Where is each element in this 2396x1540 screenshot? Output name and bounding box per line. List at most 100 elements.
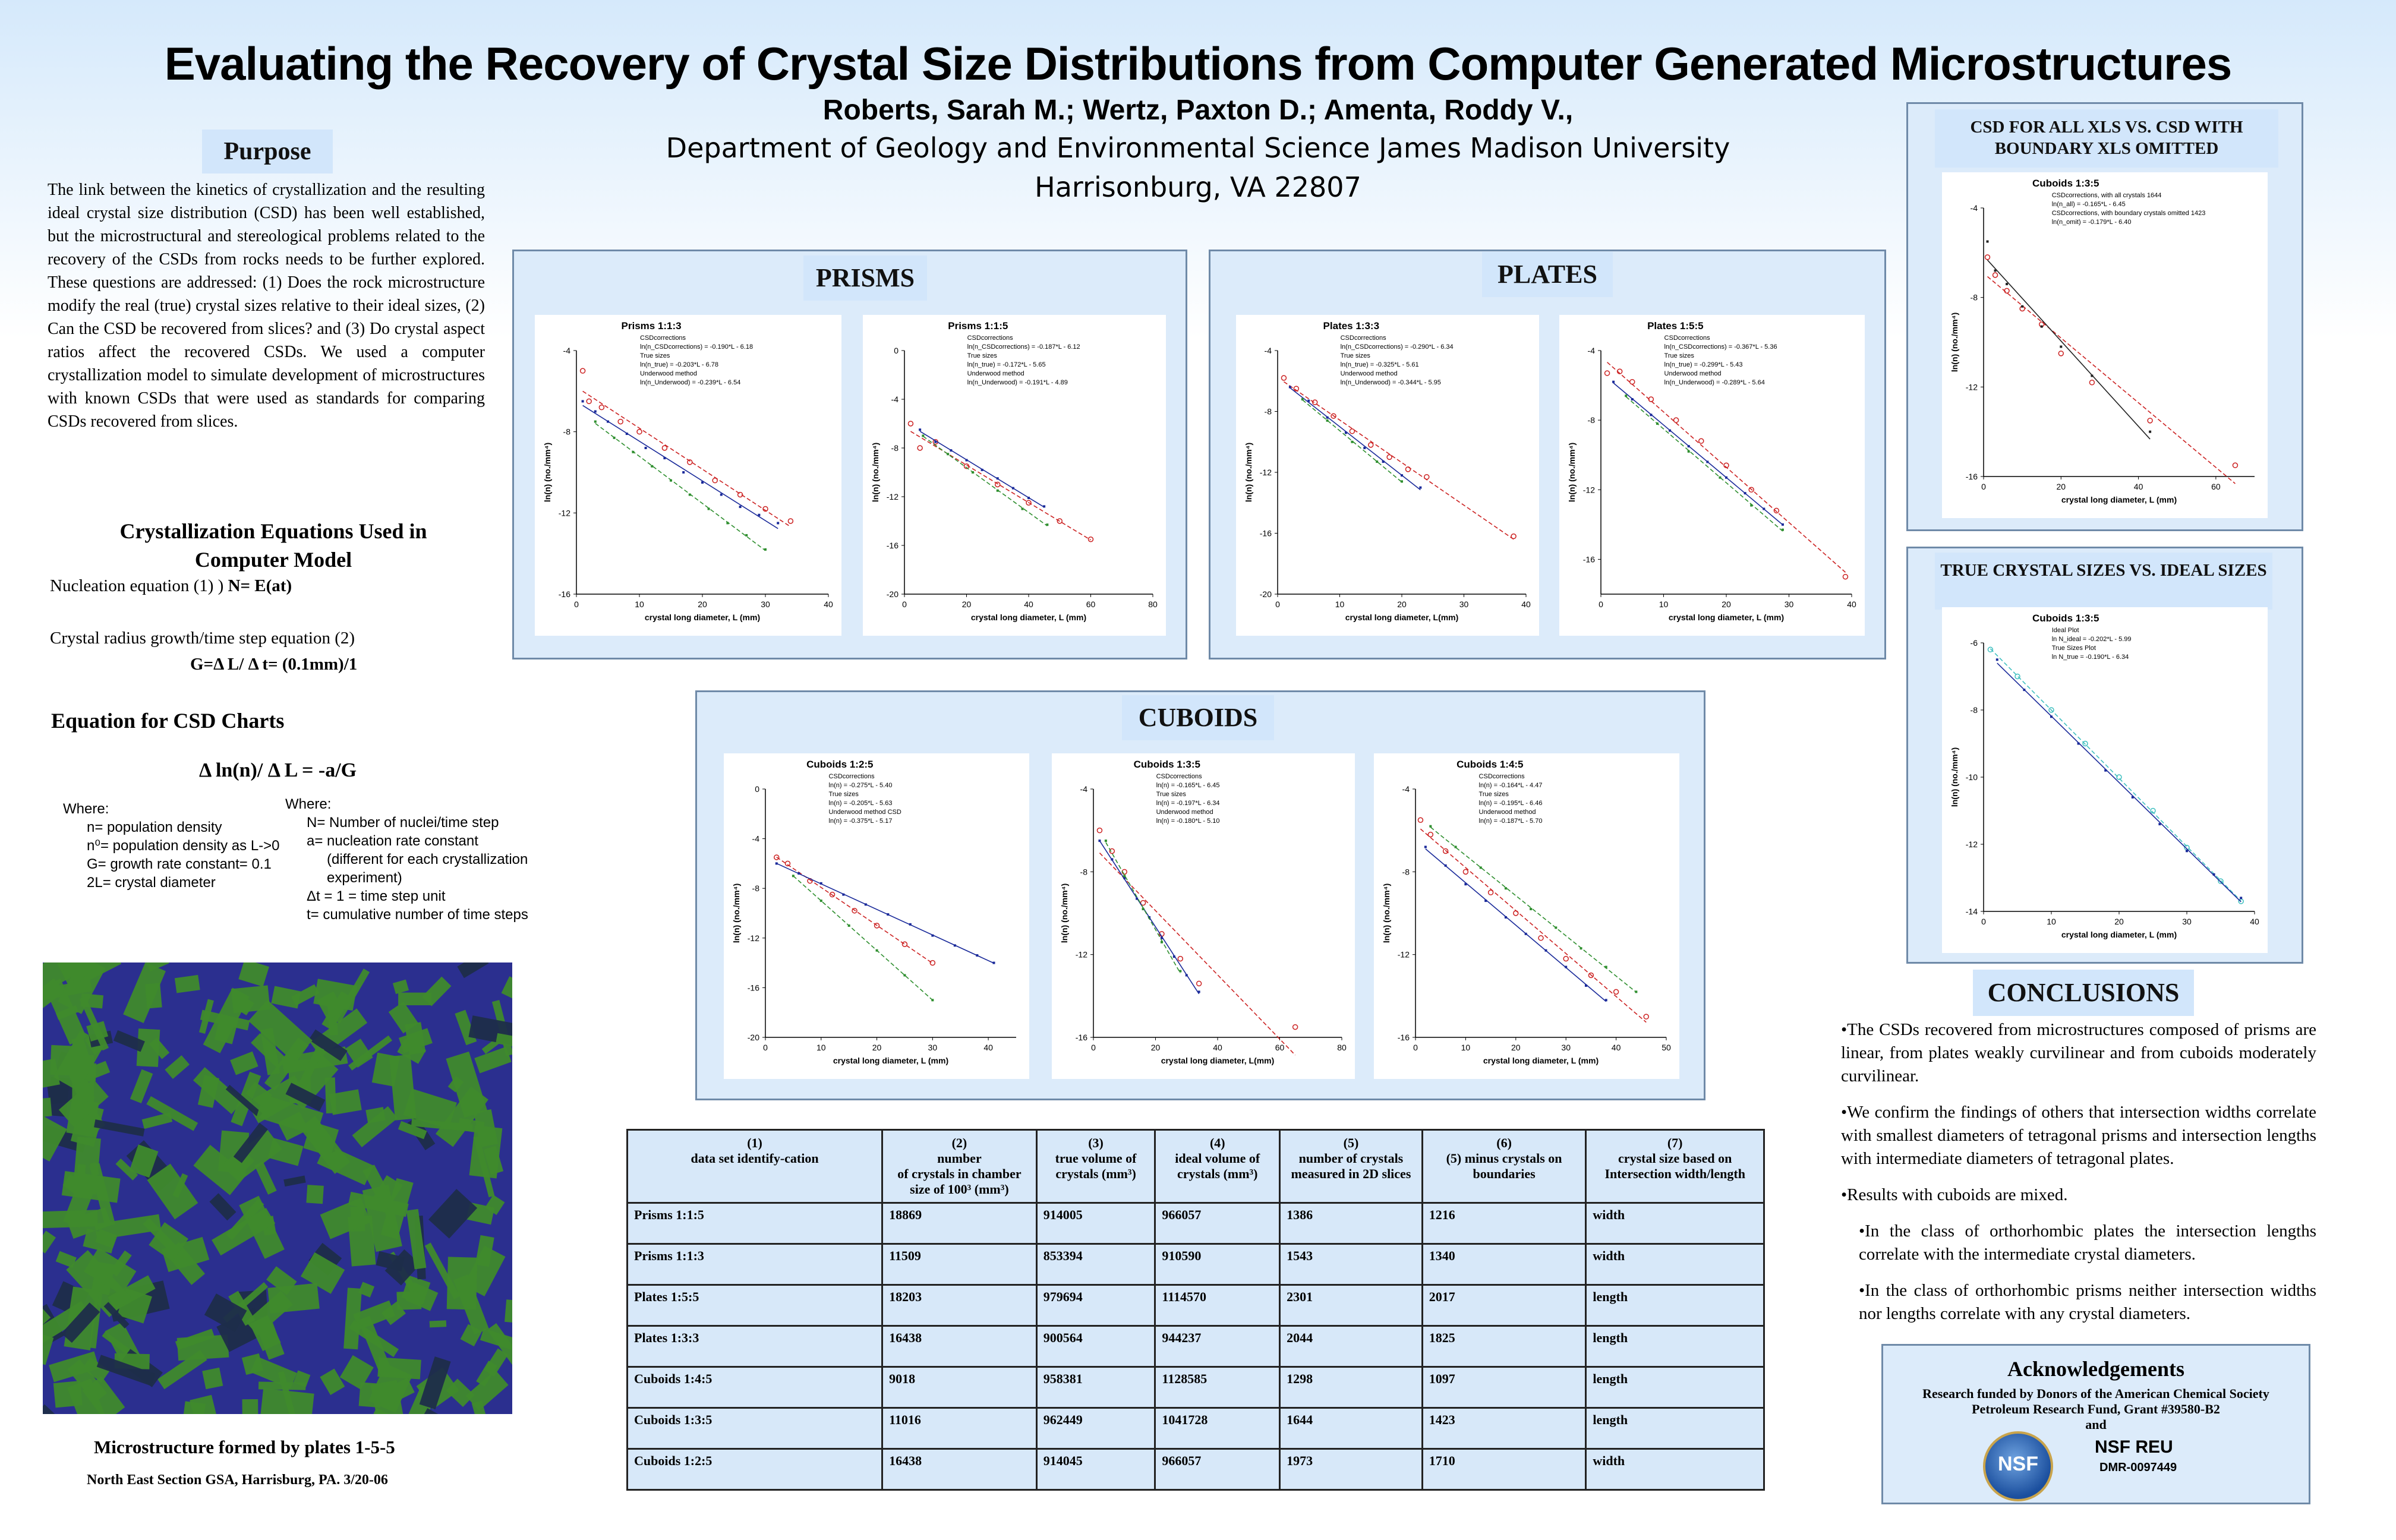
data-point bbox=[1177, 955, 1184, 962]
data-point bbox=[931, 999, 934, 1002]
nucleation-eq: N= E(at) bbox=[228, 576, 292, 595]
nsf-logo-text: NSF bbox=[1998, 1453, 2038, 1475]
y-tick-label: -8 bbox=[891, 443, 899, 453]
nucleation-equation: Nucleation equation (1) ) N= E(at) bbox=[50, 576, 292, 596]
crystal-grain bbox=[103, 1302, 130, 1329]
data-point bbox=[875, 949, 878, 952]
table-cell: 1041728 bbox=[1154, 1407, 1281, 1450]
data-point bbox=[1307, 399, 1310, 402]
data-point bbox=[1748, 487, 1754, 493]
y-axis-label: ln(n) (no./mm⁴) bbox=[1244, 443, 1253, 502]
crystal-grain bbox=[446, 1257, 478, 1310]
crystal-grain bbox=[204, 1293, 247, 1332]
x-tick-label: 10 bbox=[635, 599, 644, 609]
data-point bbox=[1511, 533, 1517, 539]
data-point bbox=[1984, 254, 1991, 260]
microstructure-svg bbox=[43, 962, 512, 1414]
data-point bbox=[1104, 840, 1107, 842]
y-axis-label: ln(n) (no./mm⁴) bbox=[871, 443, 880, 502]
legend-entry: ln(n) = -0.195*L - 6.46 bbox=[1479, 800, 1543, 807]
data-point bbox=[1992, 272, 1998, 278]
conclusions-heading: CONCLUSIONS bbox=[1973, 970, 2194, 1016]
crystal-grain bbox=[267, 1138, 304, 1166]
data-point bbox=[581, 400, 584, 403]
y-tick-label: -12 bbox=[887, 492, 898, 501]
data-point bbox=[1464, 883, 1467, 886]
trend-line bbox=[776, 863, 994, 964]
data-point bbox=[1312, 399, 1318, 405]
where-right-title: Where: bbox=[285, 796, 332, 812]
crystal-grain bbox=[67, 1378, 112, 1414]
crystal-grain bbox=[72, 1079, 95, 1104]
where-right-item: experiment) bbox=[327, 870, 402, 886]
where-left-item: n⁰= population density as L->0 bbox=[87, 838, 280, 854]
data-point bbox=[1524, 932, 1527, 935]
data-point bbox=[1363, 447, 1366, 449]
data-point bbox=[1136, 897, 1139, 900]
data-point bbox=[1750, 504, 1753, 507]
data-point bbox=[1462, 869, 1469, 875]
table-cell: 853394 bbox=[1035, 1243, 1156, 1286]
legend-entry: ln(n_true) = -0.203*L - 6.78 bbox=[640, 361, 718, 368]
crystal-grain bbox=[419, 1356, 451, 1410]
crystal-grain bbox=[144, 983, 162, 1009]
data-point bbox=[1673, 417, 1679, 423]
crystal-grain bbox=[43, 1230, 56, 1254]
legend-entry: ln(n_all) = -0.165*L - 6.45 bbox=[2052, 201, 2126, 208]
microstructure-image bbox=[43, 962, 512, 1414]
table-row: Plates 1:5:5 18203 979694 1114570 2301 2017 le… bbox=[626, 1284, 1765, 1327]
data-point bbox=[594, 410, 597, 413]
data-point bbox=[1513, 910, 1519, 916]
y-tick-label: -4 bbox=[1080, 784, 1088, 794]
x-tick-label: 40 bbox=[824, 599, 833, 609]
x-tick-label: 50 bbox=[1662, 1043, 1671, 1052]
crystal-grain bbox=[115, 1158, 138, 1181]
crystal-grain bbox=[43, 1097, 52, 1118]
crystal-grain bbox=[339, 1355, 374, 1390]
crystal-grain bbox=[59, 962, 92, 984]
conclusion-item: •In the class of orthorhombic prisms nei… bbox=[1859, 1281, 2316, 1323]
trend-line bbox=[1420, 828, 1647, 1023]
x-tick-label: 10 bbox=[2047, 917, 2056, 926]
data-point bbox=[1530, 908, 1533, 911]
microstructure-caption: Microstructure formed by plates 1-5-5 bbox=[94, 1437, 395, 1457]
crystal-grain bbox=[422, 976, 452, 1006]
allxls-heading: CSD FOR ALL XLS VS. CSD WITH BOUNDARY XL… bbox=[1935, 109, 2278, 168]
equations-heading: Crystallization Equations Used in Comput… bbox=[119, 519, 427, 572]
crystal-grain bbox=[271, 986, 301, 1009]
data-point bbox=[981, 468, 983, 471]
table-cell: 11509 bbox=[881, 1243, 1038, 1286]
data-point bbox=[1588, 972, 1594, 979]
data-point bbox=[819, 882, 822, 885]
crystal-grain bbox=[147, 1163, 198, 1220]
data-point bbox=[1487, 889, 1494, 895]
x-tick-label: 0 bbox=[1981, 482, 1986, 491]
crystal-grain bbox=[157, 1350, 207, 1390]
crystal-grain bbox=[43, 1210, 98, 1229]
where-left-title: Where: bbox=[63, 801, 109, 817]
legend-entry: CSDcorrections bbox=[1479, 773, 1525, 780]
legend-entry: ln(n_true) = -0.299*L - 5.43 bbox=[1664, 361, 1743, 368]
x-tick-label: 10 bbox=[816, 1043, 826, 1052]
data-point bbox=[2218, 878, 2224, 884]
crystal-grain bbox=[298, 1046, 324, 1087]
chart-svg: Plates 1:3:3 0 10 20 30 40 -4 -8 -12 -16 -20 crysta… bbox=[1244, 320, 1531, 622]
data-point bbox=[1087, 537, 1094, 542]
y-tick-label: -8 bbox=[1265, 407, 1272, 416]
y-tick-label: -16 bbox=[887, 541, 898, 550]
x-axis-label: crystal long diameter, L(mm) bbox=[1161, 1056, 1275, 1065]
x-axis-label: crystal long diameter, L (mm) bbox=[2061, 930, 2177, 939]
data-point bbox=[1669, 429, 1672, 432]
y-tick-label: -20 bbox=[748, 1033, 759, 1042]
x-tick-label: 0 bbox=[1413, 1043, 1418, 1052]
crystal-grain bbox=[317, 991, 345, 1020]
legend-entry: ln(n) = -0.275*L - 5.40 bbox=[829, 782, 893, 789]
y-tick-label: -4 bbox=[563, 346, 571, 355]
data-point bbox=[2089, 380, 2095, 386]
data-point bbox=[1544, 949, 1547, 952]
table-cell: 958381 bbox=[1035, 1366, 1156, 1409]
crystal-grain bbox=[43, 1330, 54, 1365]
data-point bbox=[617, 418, 623, 425]
csd-equation: Δ ln(n)/ Δ L = -a/G bbox=[199, 759, 357, 781]
crystal-grain bbox=[149, 1222, 188, 1262]
